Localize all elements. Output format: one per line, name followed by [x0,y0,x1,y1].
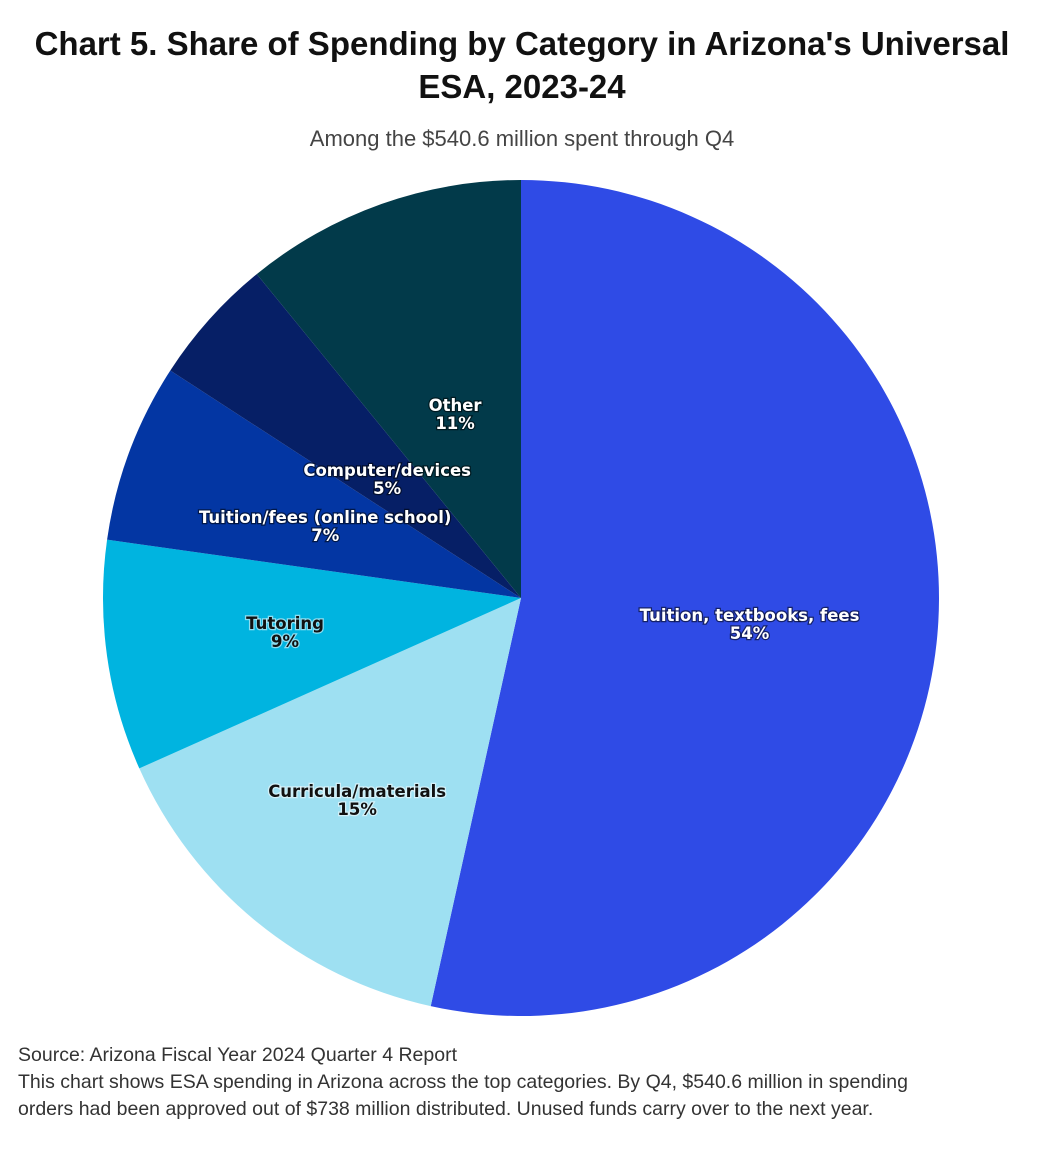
slice-label-other: Other [429,396,483,415]
slice-value-other: 11% [435,414,475,433]
slice-value-tuition-fees-online-school: 7% [311,526,339,545]
slice-value-tuition-textbooks-fees: 54% [730,624,770,643]
slice-label-tuition-textbooks-fees: Tuition, textbooks, fees [640,606,860,625]
pie-slice-other [256,180,521,598]
pie-slice-tuition-textbooks-fees [430,180,940,1016]
pie-slice-curricula-materials [139,598,521,1007]
chart-subtitle: Among the $540.6 million spent through Q… [309,126,735,151]
pie-slice-tutoring [103,539,521,769]
source-note: Source: Arizona Fiscal Year 2024 Quarter… [18,1044,457,1066]
pie-slice-tuition-fees-online-school [107,370,522,598]
description-line-1: This chart shows ESA spending in Arizona… [18,1071,908,1093]
slice-label-curricula-materials: Curricula/materials [268,782,446,801]
slice-label-tuition-fees-online-school: Tuition/fees (online school) [199,508,451,527]
slice-value-computer-devices: 5% [373,479,401,498]
chart-title: Chart 5. Share of Spending by Category i… [34,25,1010,105]
slice-label-tutoring: Tutoring [246,614,324,633]
description-line-2: orders had been approved out of $738 mil… [18,1098,874,1120]
slice-value-curricula-materials: 15% [337,800,377,819]
chart-footer: Source: Arizona Fiscal Year 2024 Quarter… [18,1042,1028,1123]
pie-slice-computer-devices [170,274,521,598]
slice-label-computer-devices: Computer/devices [303,461,471,480]
slice-value-tutoring: 9% [271,632,299,651]
